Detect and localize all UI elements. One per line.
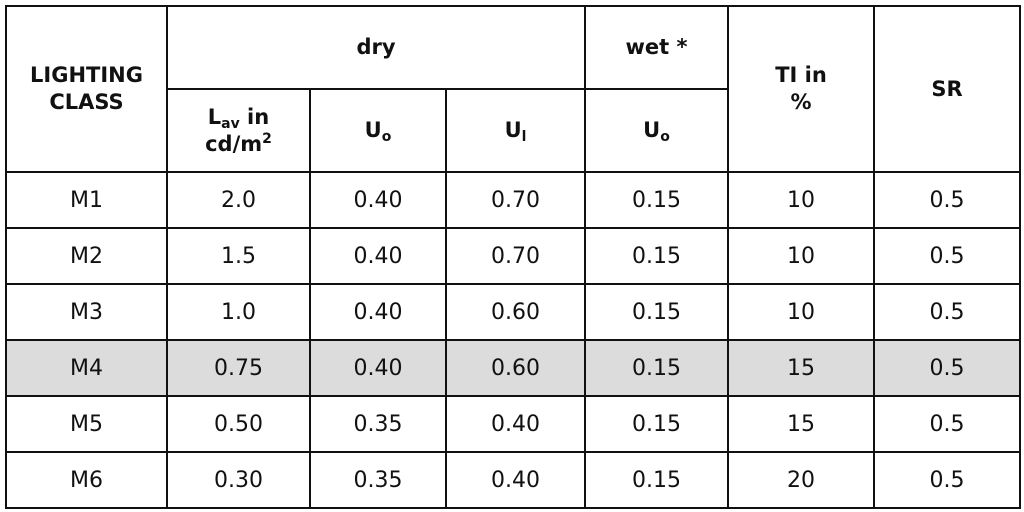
header-row-2: Lav in cd/m2 Uo Ul Uo (6, 88, 1020, 173)
header-lav: Lav in cd/m2 (166, 88, 311, 173)
header-ti: TI in % (727, 5, 876, 173)
cell-ul: 0.70 (444, 171, 587, 229)
cell-sr: 0.5 (873, 171, 1022, 229)
cell-class: M4 (5, 339, 168, 397)
cell-ti: 10 (727, 283, 876, 341)
cell-uo: 0.40 (309, 339, 447, 397)
cell-uo: 0.40 (309, 171, 447, 229)
header-lighting-class-line2: CLASS (49, 90, 124, 114)
cell-lav: 0.50 (166, 395, 311, 453)
cell-ti: 20 (727, 451, 876, 509)
cell-wet-uo: 0.15 (584, 283, 730, 341)
header-lav-in: in (239, 104, 270, 129)
cell-ti: 15 (727, 339, 876, 397)
cell-class: M3 (5, 283, 168, 341)
cell-wet-uo: 0.15 (584, 171, 730, 229)
header-lighting-class: LIGHTING CLASS (5, 5, 168, 173)
table-row-m5: M5 0.50 0.35 0.40 0.15 15 0.5 (5, 395, 1022, 453)
header-wet-uo-subscript: o (660, 129, 670, 145)
cell-sr: 0.5 (873, 339, 1022, 397)
cell-wet-uo: 0.15 (584, 451, 730, 509)
header-dry-uo: Uo (309, 88, 447, 173)
header-sr: SR (873, 5, 1022, 173)
lighting-class-table-container: LIGHTING CLASS dry wet * TI in % SR (5, 5, 1022, 509)
table-row-m1: M1 2.0 0.40 0.70 0.15 10 0.5 (5, 171, 1022, 229)
cell-ul: 0.60 (444, 283, 587, 341)
header-dry-uo-symbol: U (364, 118, 382, 142)
header-wet: wet * (584, 5, 730, 90)
cell-sr: 0.5 (873, 451, 1022, 509)
cell-ul: 0.70 (444, 227, 587, 285)
header-wet-uo: Uo (584, 88, 730, 173)
table-row-m2: M2 1.5 0.40 0.70 0.15 10 0.5 (5, 227, 1022, 285)
cell-lav: 1.5 (166, 227, 311, 285)
cell-uo: 0.40 (309, 227, 447, 285)
cell-ti: 10 (727, 227, 876, 285)
cell-uo: 0.40 (309, 283, 447, 341)
cell-ti: 10 (727, 171, 876, 229)
cell-ul: 0.60 (444, 339, 587, 397)
header-ti-line1: TI in (775, 63, 827, 87)
header-lav-unit-exponent: 2 (262, 130, 272, 147)
cell-uo: 0.35 (309, 395, 447, 453)
cell-wet-uo: 0.15 (584, 227, 730, 285)
table-row-m6: M6 0.30 0.35 0.40 0.15 20 0.5 (5, 451, 1022, 509)
header-ti-line2: % (790, 90, 812, 114)
header-dry: dry (165, 5, 587, 90)
lighting-class-table: LIGHTING CLASS dry wet * TI in % SR (5, 5, 1022, 509)
cell-class: M2 (5, 227, 168, 285)
cell-lav: 1.0 (166, 283, 311, 341)
cell-class: M5 (5, 395, 168, 453)
cell-wet-uo: 0.15 (584, 339, 730, 397)
cell-wet-uo: 0.15 (584, 395, 730, 453)
cell-class: M1 (5, 171, 168, 229)
header-dry-ul: Ul (444, 88, 587, 173)
cell-ul: 0.40 (444, 395, 587, 453)
table-row-m4-highlighted: M4 0.75 0.40 0.60 0.15 15 0.5 (5, 339, 1022, 397)
cell-lav: 2.0 (166, 171, 311, 229)
header-lav-unit: cd/m (205, 131, 263, 156)
header-wet-uo-symbol: U (643, 118, 661, 142)
header-dry-ul-subscript: l (521, 129, 527, 145)
cell-sr: 0.5 (873, 395, 1022, 453)
cell-ti: 15 (727, 395, 876, 453)
header-row-1: LIGHTING CLASS dry wet * TI in % SR (5, 5, 1022, 173)
header-dry-uo-subscript: o (381, 129, 392, 145)
header-lav-subscript: av (221, 115, 240, 132)
header-lighting-class-line1: LIGHTING (30, 63, 143, 87)
cell-class: M6 (5, 451, 168, 509)
cell-lav: 0.30 (166, 451, 311, 509)
cell-sr: 0.5 (873, 227, 1022, 285)
cell-sr: 0.5 (873, 283, 1022, 341)
cell-uo: 0.35 (309, 451, 447, 509)
header-dry-ul-symbol: U (504, 118, 522, 142)
cell-ul: 0.40 (444, 451, 587, 509)
header-lav-symbol: L (207, 104, 222, 129)
cell-lav: 0.75 (166, 339, 311, 397)
table-row-m3: M3 1.0 0.40 0.60 0.15 10 0.5 (5, 283, 1022, 341)
